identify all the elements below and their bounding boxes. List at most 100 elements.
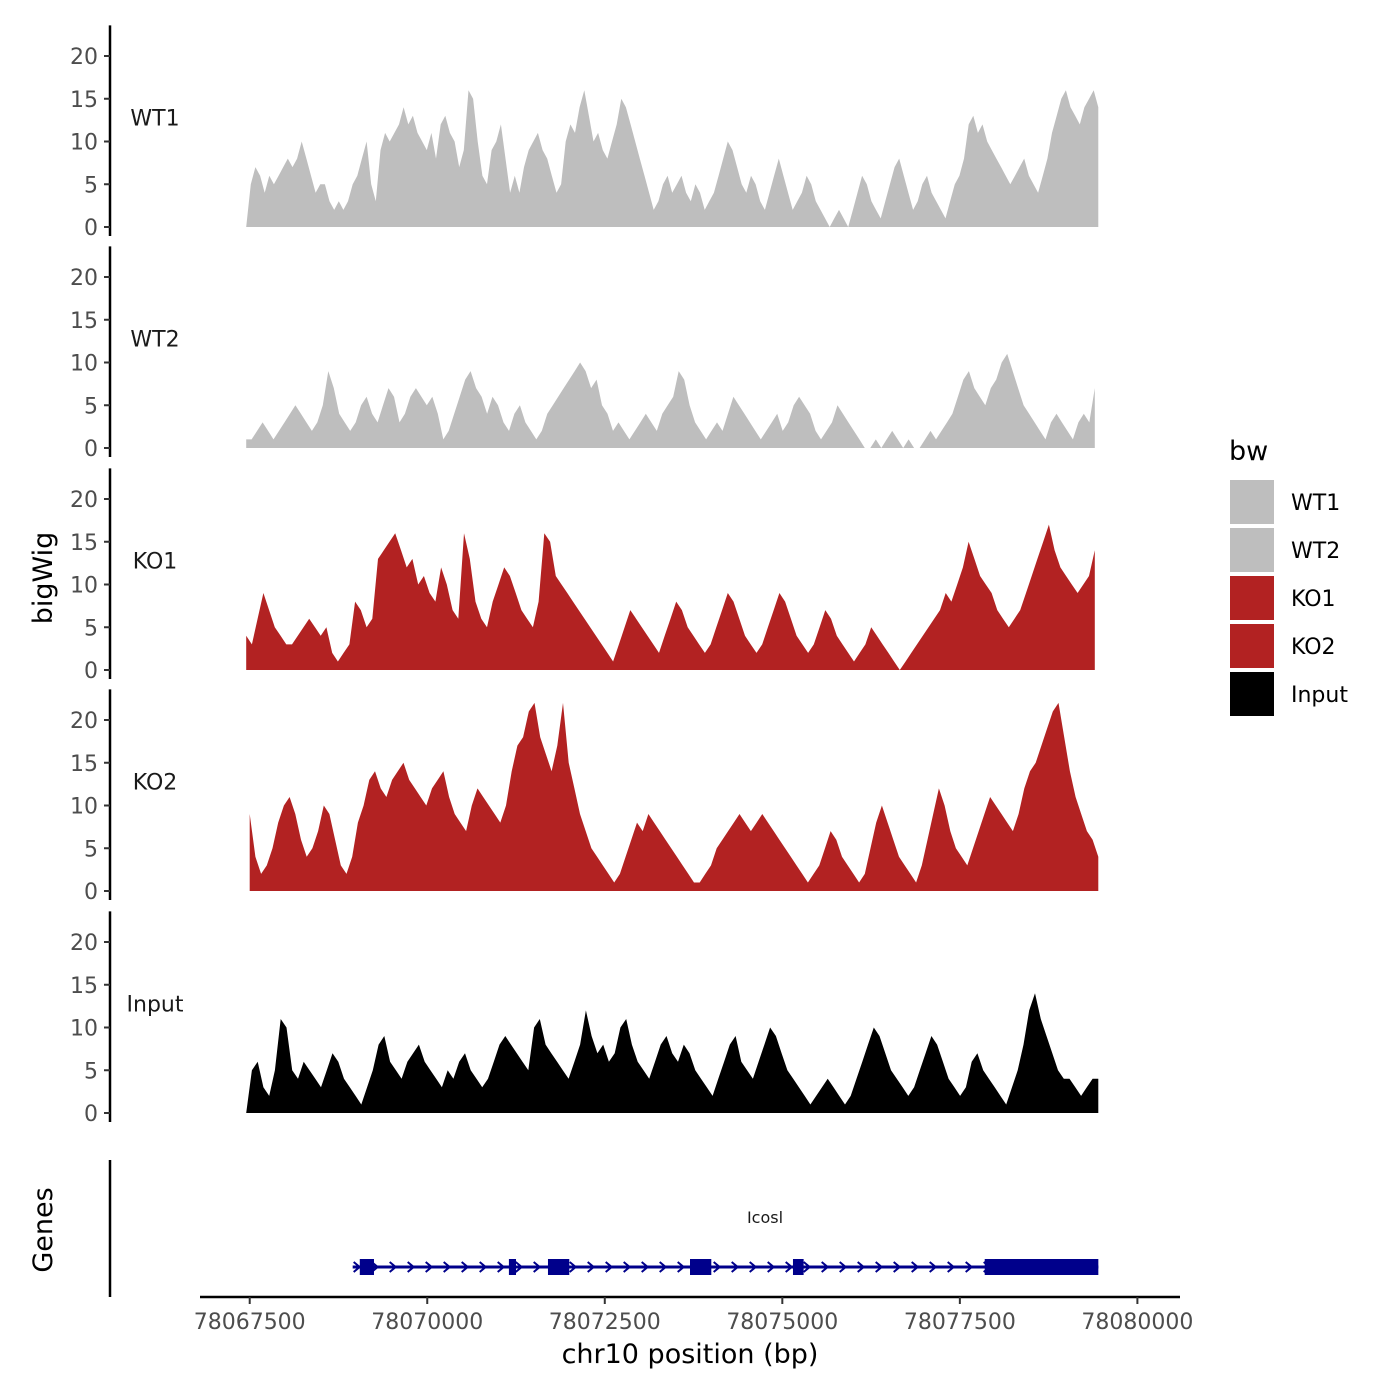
series-area-wt2: [246, 353, 1095, 448]
y-tick-label: 15: [70, 531, 98, 556]
track-label-ko2: KO2: [133, 770, 178, 795]
strand-chevron: [479, 1261, 488, 1273]
y-tick-label: 10: [70, 795, 98, 820]
strand-chevron: [839, 1261, 848, 1273]
legend-swatch: [1230, 576, 1274, 620]
y-tick-label: 10: [70, 574, 98, 599]
y-tick-label: 15: [70, 309, 98, 334]
y-tick-label: 0: [84, 437, 98, 462]
track-ko1: 0 5 10 15 20 KO1: [70, 468, 1095, 684]
gene-exon: [508, 1259, 517, 1275]
strand-chevron: [875, 1261, 884, 1273]
series-area-ko2: [249, 702, 1099, 891]
gene-name: Icosl: [747, 1208, 783, 1227]
series-area-ko1: [246, 524, 1095, 670]
tracks-layer: 0 5 10 15 20 WT1 0 5 10 15 20 WT2 0 5 10 15 20 KO1 0 5 10 15 2…: [70, 25, 1099, 1127]
strand-chevron: [443, 1261, 452, 1273]
track-label-wt2: WT2: [130, 327, 179, 352]
track-label-input: Input: [127, 992, 184, 1017]
gene-exon: [359, 1259, 374, 1275]
strand-chevron: [821, 1261, 830, 1273]
legend-title: bw: [1229, 436, 1268, 467]
y-tick-label: 0: [84, 1102, 98, 1127]
y-axis-title: bigWig: [28, 532, 59, 625]
y-tick-label: 5: [84, 173, 98, 198]
strand-chevron: [785, 1261, 794, 1273]
strand-chevron: [425, 1261, 434, 1273]
track-label-ko1: KO1: [133, 549, 178, 574]
legend-items: WT1 WT2 KO1 KO2 Input: [1230, 480, 1348, 716]
y-tick-label: 10: [70, 131, 98, 156]
strand-chevron: [947, 1261, 956, 1273]
strand-chevron: [803, 1261, 812, 1273]
genes-track: Icosl: [108, 1160, 1099, 1297]
x-tick-label: 78075000: [726, 1310, 838, 1335]
y-tick-label: 10: [70, 1017, 98, 1042]
legend-swatch: [1230, 480, 1274, 524]
strand-chevron: [929, 1261, 938, 1273]
y-tick-label: 0: [84, 659, 98, 684]
strand-chevron: [461, 1261, 470, 1273]
strand-chevron: [857, 1261, 866, 1273]
y-tick-label: 5: [84, 837, 98, 862]
y-tick-label: 20: [70, 709, 98, 734]
strand-chevron: [659, 1261, 668, 1273]
strand-chevron: [965, 1261, 974, 1273]
track-wt1: 0 5 10 15 20 WT1: [70, 25, 1099, 241]
legend-item-ko1: KO1: [1230, 576, 1336, 620]
legend-item-wt1: WT1: [1230, 480, 1340, 524]
strand-chevron: [641, 1261, 650, 1273]
strand-chevron: [353, 1261, 362, 1273]
strand-chevron: [623, 1261, 632, 1273]
y-tick-label: 20: [70, 45, 98, 70]
y-tick-label: 15: [70, 752, 98, 777]
strand-chevron: [533, 1261, 542, 1273]
x-tick-label: 78067500: [194, 1310, 306, 1335]
x-axis: 78067500 78070000 78072500 78075000 78077500…: [194, 1295, 1193, 1335]
track-input: 0 5 10 15 20 Input: [70, 911, 1099, 1127]
x-tick-label: 78080000: [1081, 1310, 1193, 1335]
strand-chevron: [731, 1261, 740, 1273]
strand-chevron: [407, 1261, 416, 1273]
strand-chevron: [389, 1261, 398, 1273]
gene-exon: [690, 1259, 712, 1275]
y-tick-label: 20: [70, 488, 98, 513]
legend-label: Input: [1291, 683, 1348, 708]
y-tick-label: 5: [84, 394, 98, 419]
legend-label: KO2: [1291, 635, 1336, 660]
legend-label: WT1: [1291, 491, 1340, 516]
strand-chevron: [605, 1261, 614, 1273]
legend-label: WT2: [1291, 539, 1340, 564]
strand-chevron: [749, 1261, 758, 1273]
legend: bw WT1 WT2 KO1 KO2 Input: [1229, 436, 1348, 716]
track-label-wt1: WT1: [130, 106, 179, 131]
y-tick-label: 15: [70, 974, 98, 999]
x-tick-label: 78072500: [549, 1310, 661, 1335]
strand-chevron: [893, 1261, 902, 1273]
legend-item-input: Input: [1230, 672, 1348, 716]
track-wt2: 0 5 10 15 20 WT2: [70, 246, 1095, 462]
strand-chevron: [569, 1261, 578, 1273]
y-tick-label: 5: [84, 616, 98, 641]
legend-swatch: [1230, 672, 1274, 716]
gene-exon: [984, 1259, 1099, 1275]
strand-chevron: [515, 1261, 524, 1273]
strand-chevron: [587, 1261, 596, 1273]
gene-exon: [547, 1259, 570, 1275]
y-tick-label: 20: [70, 931, 98, 956]
strand-chevron: [767, 1261, 776, 1273]
series-area-wt1: [246, 90, 1099, 227]
legend-label: KO1: [1291, 587, 1336, 612]
y-tick-label: 10: [70, 352, 98, 377]
x-tick-label: 78077500: [904, 1310, 1016, 1335]
legend-swatch: [1230, 528, 1274, 572]
y-tick-label: 15: [70, 88, 98, 113]
series-area-input: [246, 993, 1099, 1113]
legend-swatch: [1230, 624, 1274, 668]
y-tick-label: 0: [84, 880, 98, 905]
y-tick-label: 20: [70, 266, 98, 291]
gene-exon: [792, 1259, 804, 1275]
track-ko2: 0 5 10 15 20 KO2: [70, 689, 1099, 905]
